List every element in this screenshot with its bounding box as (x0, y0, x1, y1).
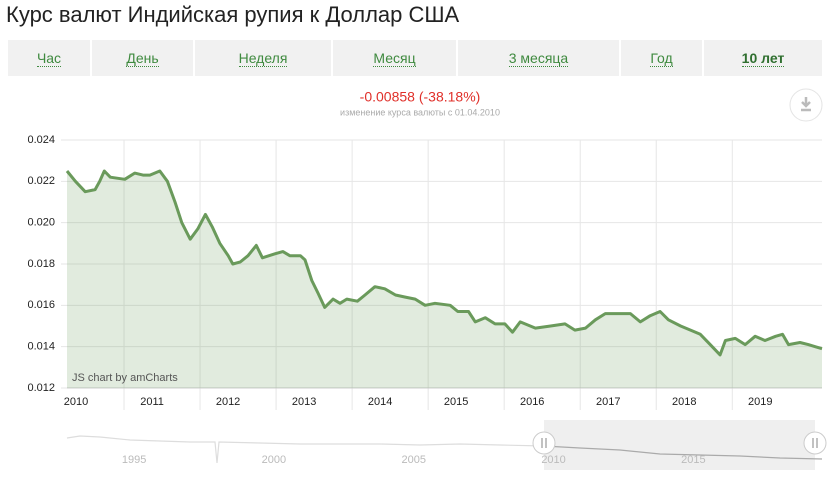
period-tab-label[interactable]: Год (650, 49, 673, 67)
x-tick-label: 2012 (216, 396, 240, 408)
navigator-selection[interactable] (544, 420, 815, 470)
period-tab[interactable]: День (92, 40, 193, 76)
x-tick-label: 2015 (444, 396, 468, 408)
period-tab[interactable]: 3 месяца (458, 40, 619, 76)
navigator: 1995 2000 2005 2010 2015 (66, 420, 827, 470)
download-button[interactable] (789, 88, 823, 122)
navigator-tick-label: 2015 (681, 454, 705, 466)
navigator-tick-label: 2005 (401, 454, 425, 466)
page-title: Курс валют Индийская рупия к Доллар США (6, 2, 460, 27)
navigator-line (66, 435, 545, 464)
chart: -0.00858 (-38.18%) изменение курса валют… (27, 88, 827, 470)
period-tab[interactable]: Час (8, 40, 90, 76)
period-tab[interactable]: Неделя (195, 40, 331, 76)
x-tick-label: 2014 (368, 396, 392, 408)
download-icon[interactable] (801, 97, 811, 112)
x-tick-label: 2019 (748, 396, 772, 408)
navigator-handle[interactable] (532, 431, 556, 455)
period-tab-label[interactable]: 10 лет (741, 49, 785, 67)
navigator-tick-label: 2000 (262, 454, 286, 466)
y-tick-label: 0.012 (27, 382, 55, 394)
navigator-tick-label: 2010 (541, 454, 565, 466)
credit: JS chart by amCharts (72, 372, 178, 384)
period-tab[interactable]: Месяц (333, 40, 456, 76)
navigator-handle[interactable] (803, 431, 827, 455)
x-tick-label: 2016 (520, 396, 544, 408)
plot-area: 0.012 0.014 0.016 0.018 0.020 0.022 0.024 2010 2… (27, 134, 823, 410)
y-tick-label: 0.018 (27, 258, 55, 270)
x-tick-label: 2018 (672, 396, 696, 408)
area-fill (67, 171, 822, 388)
period-tab-label[interactable]: Месяц (373, 49, 416, 67)
navigator-handle-grip (541, 438, 547, 448)
period-tab-label[interactable]: 3 месяца (508, 49, 569, 67)
period-tab-label[interactable]: Неделя (238, 49, 288, 67)
change-value: -0.00858 (-38.18%) (360, 89, 481, 105)
y-tick-label: 0.022 (27, 175, 55, 187)
period-tabs: Час День Неделя Месяц 3 месяца Год 10 лет (8, 40, 830, 76)
x-tick-label: 2011 (140, 396, 164, 408)
x-tick-label: 2013 (292, 396, 316, 408)
navigator-tick-label: 1995 (122, 454, 146, 466)
period-tab-label[interactable]: День (126, 49, 159, 67)
area-line (65, 169, 823, 357)
period-tab[interactable]: Год (621, 40, 702, 76)
change-subtitle: изменение курса валюты с 01.04.2010 (340, 107, 500, 117)
navigator-handle-grip (812, 438, 818, 448)
y-tick-label: 0.020 (27, 217, 55, 229)
navigator-line-selected (543, 445, 823, 460)
period-tab[interactable]: 10 лет (704, 40, 822, 76)
x-tick-label: 2010 (64, 396, 88, 408)
x-tick-label: 2017 (596, 396, 620, 408)
y-tick-label: 0.014 (27, 341, 55, 353)
period-tab-label[interactable]: Час (36, 49, 62, 67)
y-tick-label: 0.024 (27, 134, 55, 146)
y-tick-label: 0.016 (27, 299, 55, 311)
